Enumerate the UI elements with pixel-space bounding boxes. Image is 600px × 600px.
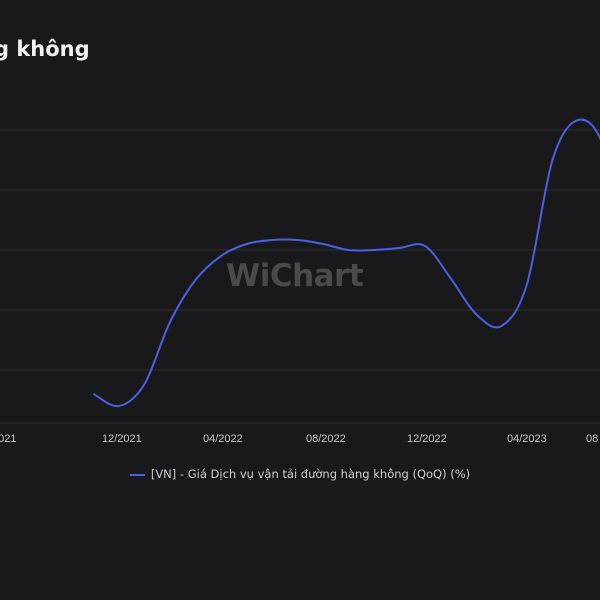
series-layer	[93, 118, 600, 408]
legend-swatch	[129, 473, 145, 476]
legend[interactable]: [VN] - Giá Dịch vụ vận tải đường hàng kh…	[0, 467, 600, 481]
x-tick-label: 08	[586, 433, 598, 445]
watermark-logo: WiChart	[226, 258, 364, 294]
x-tick-label: 12/2021	[102, 433, 142, 445]
legend-label: [VN] - Giá Dịch vụ vận tải đường hàng kh…	[150, 467, 471, 481]
x-tick-label: 04/2022	[203, 433, 243, 445]
x-tick-label: 08/2022	[306, 433, 346, 445]
chart-title: g không	[0, 37, 90, 61]
x-tick-label: 12/2022	[407, 433, 447, 445]
x-axis-ticks: 2021 12/2021 04/2022 08/2022 12/2022 04/2023 0…	[0, 433, 598, 445]
series-line[interactable]	[93, 118, 600, 408]
grid-lines	[0, 129, 600, 424]
x-tick-label: 04/2023	[507, 433, 547, 445]
x-tick-label: 2021	[0, 433, 16, 445]
